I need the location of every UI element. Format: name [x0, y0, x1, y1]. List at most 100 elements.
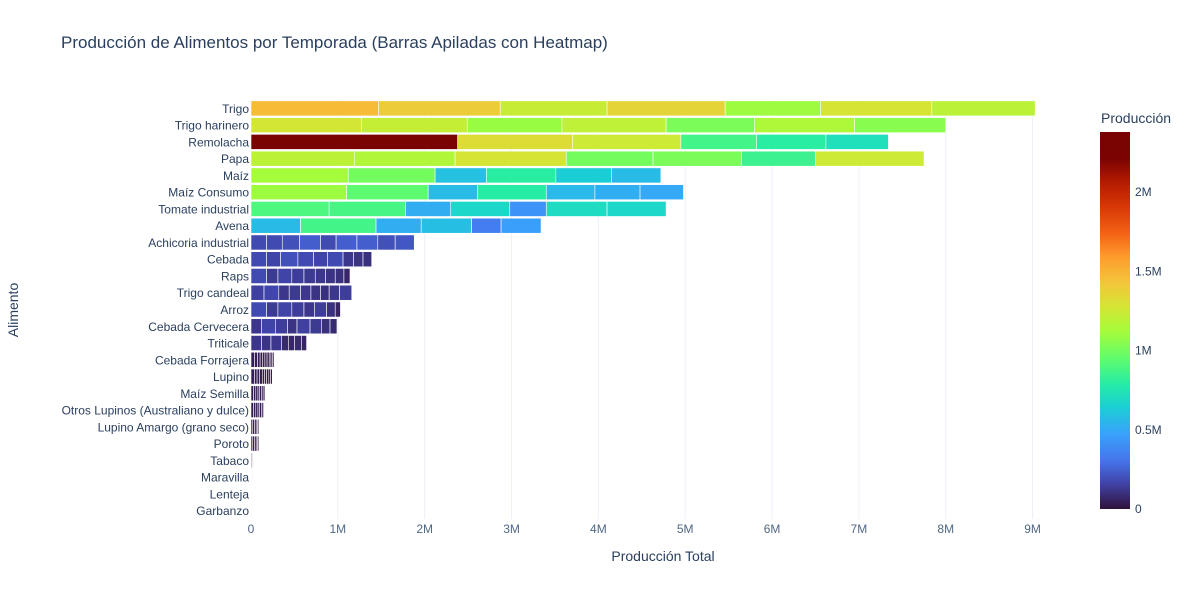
bar-segment[interactable]: [405, 201, 452, 217]
bar-segment[interactable]: [314, 301, 327, 318]
bar-segment[interactable]: [754, 117, 855, 133]
bar-segment[interactable]: [266, 368, 270, 385]
bar-segment[interactable]: [545, 184, 596, 201]
bar-segment[interactable]: [264, 368, 267, 385]
bar-segment[interactable]: [250, 234, 267, 251]
bar-segment[interactable]: [250, 150, 355, 167]
bar-segment[interactable]: [250, 184, 347, 201]
bar-segment[interactable]: [275, 318, 288, 335]
bar-segment[interactable]: [250, 201, 330, 217]
bar-segment[interactable]: [665, 117, 755, 133]
bar-segment[interactable]: [334, 301, 341, 318]
bar-segment[interactable]: [555, 167, 612, 184]
bar-segment[interactable]: [486, 167, 557, 184]
bar-segment[interactable]: [825, 134, 889, 150]
bar-segment[interactable]: [278, 284, 290, 301]
bar-segment[interactable]: [281, 335, 289, 351]
bar-segment[interactable]: [277, 268, 293, 284]
bar-segment[interactable]: [253, 385, 257, 402]
bar-segment[interactable]: [250, 284, 265, 301]
bar-segment[interactable]: [250, 486, 252, 502]
bar-segment[interactable]: [594, 184, 641, 201]
bar-segment[interactable]: [457, 134, 573, 150]
bar-segment[interactable]: [327, 251, 344, 268]
bar-segment[interactable]: [572, 134, 682, 150]
bar-segment[interactable]: [300, 284, 312, 301]
bar-segment[interactable]: [334, 268, 345, 284]
bar-segment[interactable]: [262, 385, 266, 402]
bar-segment[interactable]: [257, 351, 261, 368]
bar-segment[interactable]: [545, 201, 608, 217]
bar-segment[interactable]: [741, 150, 816, 167]
bar-segment[interactable]: [450, 201, 511, 217]
bar-segment[interactable]: [266, 234, 283, 251]
bar-segment[interactable]: [329, 318, 338, 335]
bar-segment[interactable]: [394, 234, 415, 251]
bar-segment[interactable]: [266, 351, 270, 368]
bar-segment[interactable]: [854, 117, 947, 133]
bar-segment[interactable]: [724, 100, 821, 117]
bar-segment[interactable]: [326, 301, 336, 318]
bar-segment[interactable]: [250, 318, 262, 335]
bar-segment[interactable]: [639, 184, 684, 201]
bar-segment[interactable]: [287, 318, 298, 335]
bar-segment[interactable]: [280, 251, 299, 268]
bar-segment[interactable]: [820, 100, 933, 117]
bar-segment[interactable]: [360, 117, 468, 133]
bar-segment[interactable]: [606, 100, 726, 117]
bar-segment[interactable]: [509, 201, 547, 217]
bar-segment[interactable]: [291, 268, 305, 284]
bar-segment[interactable]: [270, 335, 282, 351]
bar-segment[interactable]: [266, 251, 281, 268]
bar-segment[interactable]: [263, 284, 280, 301]
bar-segment[interactable]: [301, 335, 307, 351]
bar-segment[interactable]: [310, 284, 321, 301]
bar-segment[interactable]: [250, 217, 301, 234]
bar-segment[interactable]: [354, 150, 456, 167]
bar-segment[interactable]: [277, 301, 293, 318]
bar-segment[interactable]: [252, 452, 254, 469]
bar-segment[interactable]: [288, 335, 295, 351]
bar-segment[interactable]: [427, 184, 478, 201]
bar-segment[interactable]: [499, 100, 608, 117]
bar-segment[interactable]: [294, 335, 302, 351]
bar-segment[interactable]: [261, 318, 276, 335]
bar-segment[interactable]: [300, 217, 377, 234]
bar-segment[interactable]: [347, 167, 436, 184]
bar-segment[interactable]: [266, 301, 279, 318]
bar-segment[interactable]: [297, 251, 314, 268]
bar-segment[interactable]: [250, 368, 255, 385]
bar-segment[interactable]: [270, 368, 273, 385]
bar-segment[interactable]: [320, 284, 330, 301]
bar-segment[interactable]: [346, 184, 429, 201]
bar-segment[interactable]: [250, 251, 267, 268]
bar-segment[interactable]: [257, 418, 260, 435]
bar-segment[interactable]: [250, 167, 349, 184]
bar-segment[interactable]: [266, 268, 279, 284]
bar-segment[interactable]: [264, 351, 268, 368]
bar-segment[interactable]: [254, 368, 258, 385]
bar-segment[interactable]: [328, 201, 406, 217]
bar-segment[interactable]: [261, 368, 265, 385]
bar-segment[interactable]: [250, 301, 267, 318]
bar-segment[interactable]: [261, 335, 272, 351]
bar-segment[interactable]: [281, 234, 300, 251]
bar-segment[interactable]: [756, 134, 827, 150]
bar-segment[interactable]: [342, 251, 354, 268]
bar-segment[interactable]: [250, 385, 254, 402]
bar-segment[interactable]: [321, 318, 331, 335]
bar-segment[interactable]: [477, 184, 547, 201]
bar-segment[interactable]: [561, 117, 667, 133]
bar-segment[interactable]: [262, 402, 265, 418]
bar-segment[interactable]: [309, 318, 322, 335]
bar-segment[interactable]: [434, 167, 487, 184]
bar-segment[interactable]: [471, 217, 502, 234]
bar-segment[interactable]: [250, 100, 379, 117]
bar-segment[interactable]: [250, 268, 267, 284]
bar-segment[interactable]: [303, 301, 315, 318]
bar-segment[interactable]: [378, 100, 501, 117]
bar-segment[interactable]: [255, 385, 259, 402]
bar-segment[interactable]: [259, 351, 264, 368]
bar-segment[interactable]: [291, 301, 305, 318]
bar-segment[interactable]: [500, 217, 542, 234]
